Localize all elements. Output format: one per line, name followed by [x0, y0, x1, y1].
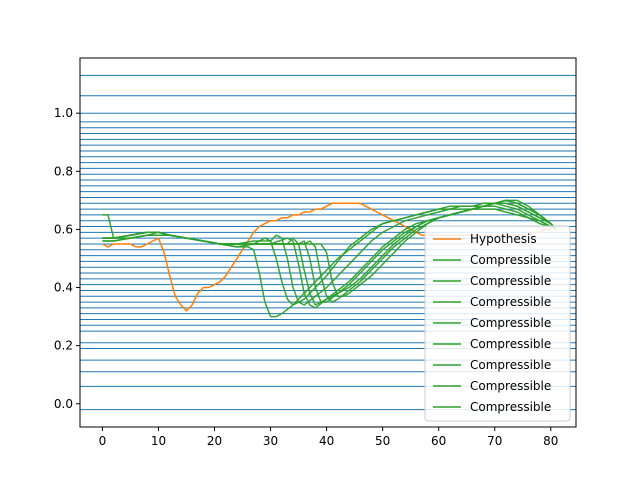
y-tick-label: 0.8 [54, 164, 73, 178]
x-axis-ticks: 0 10 20 30 40 50 60 70 80 [99, 427, 558, 448]
x-tick-label: 40 [319, 434, 334, 448]
series-line-compressible [102, 199, 557, 298]
legend: Hypothesis Compressible Compressible Compre… [424, 225, 571, 422]
plot-frame [79, 57, 577, 428]
x-tick-label: 60 [431, 434, 446, 448]
x-tick-label: 80 [543, 434, 558, 448]
y-axis-ticks: 0.0 0.2 0.4 0.6 0.8 1.0 [54, 106, 80, 411]
x-tick-label: 10 [151, 434, 166, 448]
y-tick-label: 0.0 [54, 397, 73, 411]
y-tick-label: 1.0 [54, 106, 73, 120]
x-tick-label: 70 [487, 434, 502, 448]
legend-label: Compressible [470, 274, 551, 288]
x-tick-label: 50 [375, 434, 390, 448]
y-tick-label: 0.6 [54, 222, 73, 236]
legend-label: Compressible [470, 337, 551, 351]
x-tick-label: 20 [207, 434, 222, 448]
legend-label: Compressible [470, 316, 551, 330]
legend-label: Compressible [470, 379, 551, 393]
y-tick-label: 0.4 [54, 281, 73, 295]
legend-label: Hypothesis [470, 232, 537, 246]
y-tick-label: 0.2 [54, 339, 73, 353]
legend-label: Compressible [470, 400, 551, 414]
x-tick-label: 30 [263, 434, 278, 448]
legend-label: Compressible [470, 295, 551, 309]
legend-label: Compressible [470, 253, 551, 267]
legend-label: Compressible [470, 358, 551, 372]
x-tick-label: 0 [99, 434, 107, 448]
series-lines [102, 199, 557, 318]
legend-box [424, 225, 571, 422]
